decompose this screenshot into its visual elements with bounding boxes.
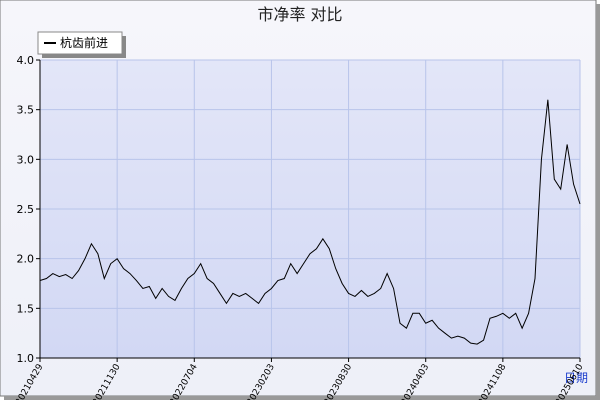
y-tick-label: 4.0 xyxy=(17,54,35,67)
y-tick-label: 2.5 xyxy=(17,203,35,216)
y-tick-label: 1.0 xyxy=(17,352,35,365)
x-axis-label: 日期 xyxy=(564,371,588,385)
y-tick-label: 1.5 xyxy=(17,302,35,315)
y-tick-label: 3.5 xyxy=(17,104,35,117)
legend-label: 杭齿前进 xyxy=(60,35,108,50)
shadow xyxy=(4,396,600,400)
legend xyxy=(37,31,123,55)
chart-title: 市净率 对比 xyxy=(257,5,342,24)
y-tick-label: 3.0 xyxy=(17,153,35,166)
series-line xyxy=(39,99,581,345)
y-tick-label: 2.0 xyxy=(17,253,35,266)
shadow xyxy=(596,4,600,400)
